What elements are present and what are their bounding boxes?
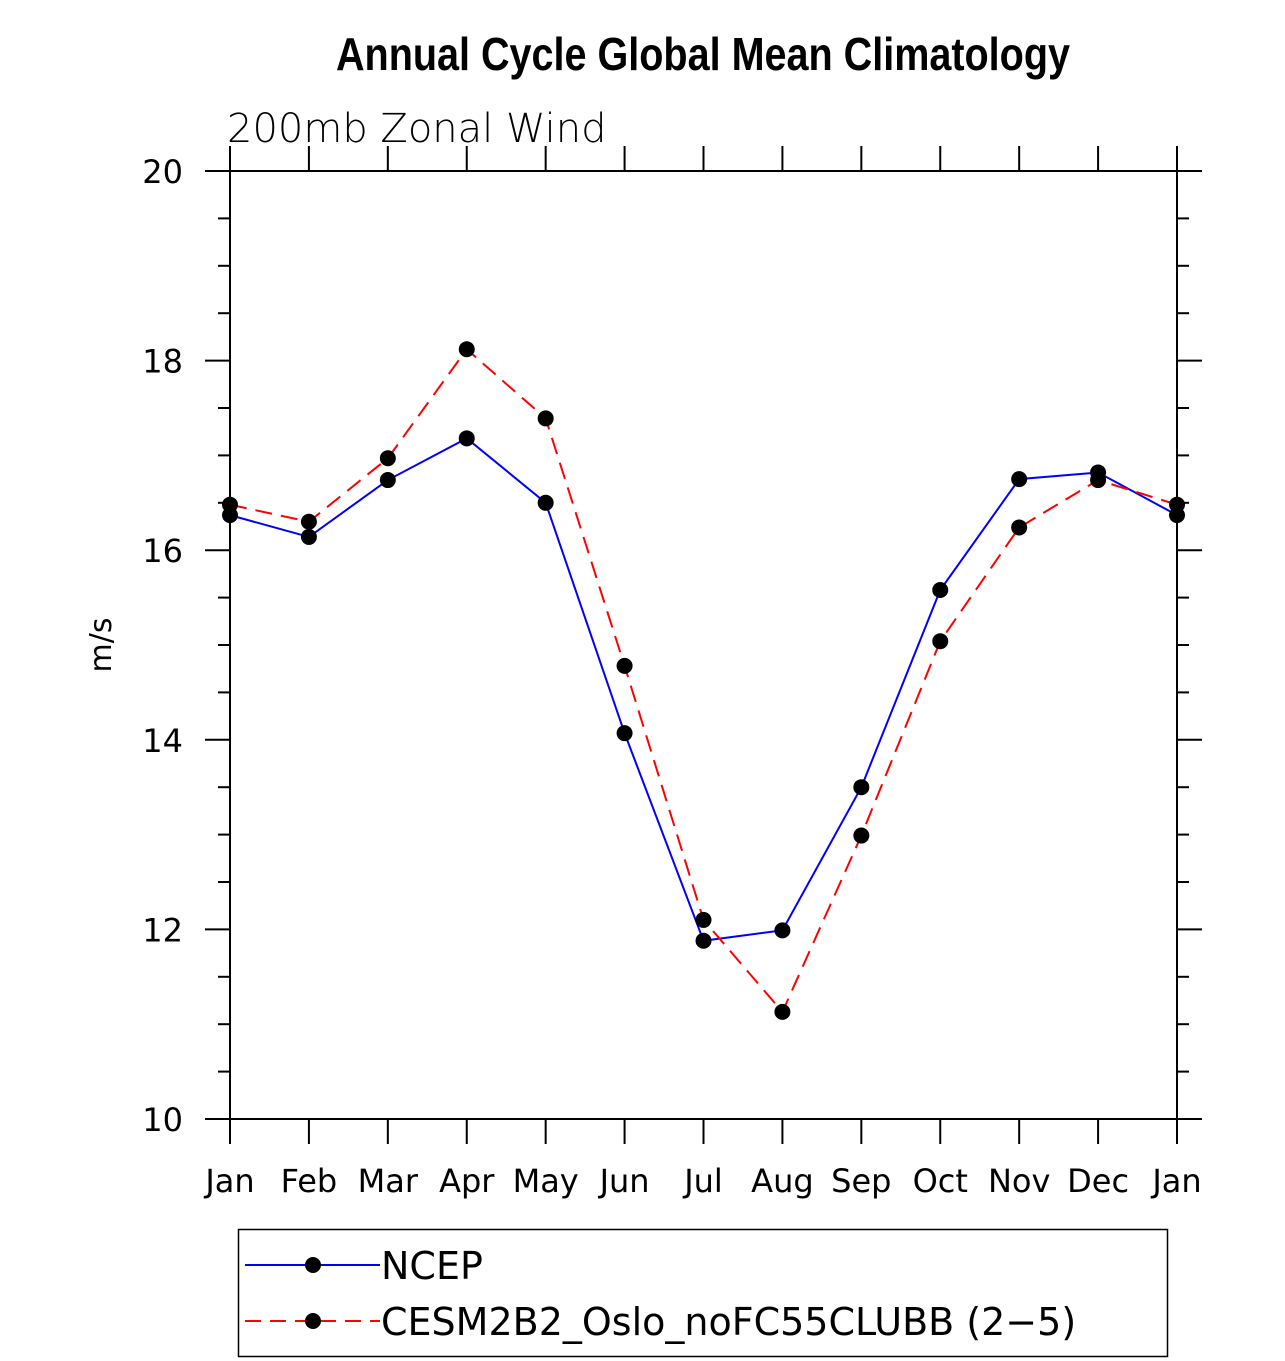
y-tick-label: 12 bbox=[142, 911, 183, 949]
y-tick-label: 10 bbox=[142, 1101, 183, 1139]
data-point-1 bbox=[853, 827, 870, 844]
y-tick-label: 20 bbox=[142, 153, 183, 191]
data-point-0 bbox=[458, 430, 475, 447]
data-point-0 bbox=[300, 528, 317, 545]
x-tick-label: May bbox=[513, 1162, 579, 1200]
data-point-1 bbox=[774, 1003, 791, 1020]
y-tick-label: 14 bbox=[142, 722, 183, 760]
x-tick-label: Jun bbox=[598, 1162, 650, 1200]
data-point-0 bbox=[774, 922, 791, 939]
series-layer bbox=[222, 341, 1185, 1020]
legend-label-1: CESM2B2_Oslo_noFC55CLUBB (2−5) bbox=[381, 1300, 1076, 1344]
y-tick-label: 18 bbox=[142, 343, 183, 381]
data-point-0 bbox=[695, 932, 712, 949]
data-point-0 bbox=[1011, 471, 1028, 488]
plot-axes bbox=[205, 146, 1202, 1144]
data-point-1 bbox=[222, 496, 238, 513]
series-line-0 bbox=[229, 437, 1178, 942]
data-point-1 bbox=[300, 513, 317, 530]
legend-marker-1 bbox=[305, 1313, 321, 1329]
x-tick-label: Nov bbox=[988, 1162, 1050, 1200]
x-tick-label: Jan bbox=[1150, 1162, 1201, 1200]
data-point-1 bbox=[616, 657, 633, 674]
x-tick-label: Oct bbox=[913, 1162, 968, 1200]
data-point-1 bbox=[1169, 496, 1185, 513]
y-tick-labels: 10 12 14 16 18 20 bbox=[142, 153, 183, 1139]
data-point-0 bbox=[616, 725, 633, 742]
data-point-1 bbox=[537, 410, 554, 427]
data-point-1 bbox=[695, 911, 712, 928]
x-tick-labels: Jan Feb Mar Apr May Jun Jul Aug Sep Oct Nov Dec Jan bbox=[203, 1162, 1201, 1200]
data-point-1 bbox=[1011, 519, 1028, 536]
legend-box bbox=[237, 1228, 1169, 1358]
x-tick-label: Feb bbox=[281, 1162, 338, 1200]
data-point-0 bbox=[537, 494, 554, 511]
x-tick-label: Aug bbox=[751, 1162, 813, 1200]
y-tick-label: 16 bbox=[142, 532, 183, 570]
x-tick-label: Mar bbox=[358, 1162, 419, 1200]
data-point-0 bbox=[932, 582, 949, 599]
data-point-1 bbox=[379, 450, 396, 467]
x-tick-label: Sep bbox=[831, 1162, 891, 1200]
x-tick-label: Jan bbox=[203, 1162, 254, 1200]
chart-subtitle: 200mb Zonal Wind bbox=[227, 106, 607, 152]
y-axis-label: m/s bbox=[84, 618, 119, 673]
legend-label-0: NCEP bbox=[381, 1244, 483, 1288]
data-point-1 bbox=[932, 633, 949, 650]
data-point-0 bbox=[853, 779, 870, 796]
data-point-1 bbox=[458, 341, 475, 358]
data-point-0 bbox=[379, 472, 396, 489]
legend: NCEP CESM2B2_Oslo_noFC55CLUBB (2−5) bbox=[237, 1228, 1169, 1358]
x-tick-label: Dec bbox=[1067, 1162, 1129, 1200]
chart-title: Annual Cycle Global Mean Climatology bbox=[336, 29, 1070, 80]
x-tick-label: Apr bbox=[439, 1162, 495, 1200]
x-tick-label: Jul bbox=[682, 1162, 723, 1200]
legend-marker-0 bbox=[305, 1257, 321, 1273]
data-point-1 bbox=[1090, 472, 1107, 489]
